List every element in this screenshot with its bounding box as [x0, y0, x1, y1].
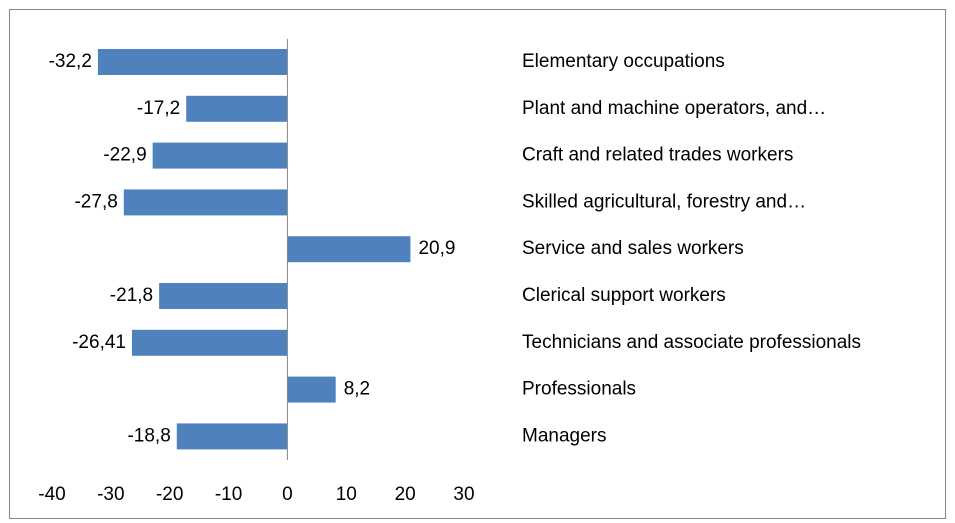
category-label: Clerical support workers: [522, 285, 726, 306]
value-label: -22,9: [103, 145, 146, 166]
bar: [131, 329, 288, 356]
bar: [159, 283, 288, 309]
x-tick-label: 10: [336, 484, 357, 505]
category-label: Craft and related trades workers: [522, 145, 793, 166]
value-label: -27,8: [74, 191, 117, 212]
bar: [97, 49, 288, 75]
value-label: -26,41: [72, 332, 126, 353]
bar: [287, 376, 336, 403]
x-tick-label: -30: [97, 484, 124, 505]
value-label: -32,2: [49, 51, 92, 72]
x-tick-label: -20: [156, 484, 183, 505]
x-tick-label: 30: [453, 484, 474, 505]
value-label: -17,2: [137, 98, 180, 119]
value-label: 8,2: [344, 379, 370, 400]
category-label: Professionals: [522, 379, 636, 400]
chart-frame: [9, 9, 946, 519]
x-tick-label: 0: [282, 484, 293, 505]
category-label: Skilled agricultural, forestry and…: [522, 191, 806, 212]
category-label: Service and sales workers: [522, 238, 744, 259]
category-label: Managers: [522, 425, 607, 446]
value-label: 20,9: [418, 238, 455, 259]
category-label: Plant and machine operators, and…: [522, 98, 826, 119]
category-label: Technicians and associate professionals: [522, 332, 861, 353]
category-label: Elementary occupations: [522, 51, 725, 72]
bar: [123, 189, 288, 216]
x-tick-label: -40: [38, 484, 65, 505]
value-label: -21,8: [110, 285, 153, 306]
x-tick-label: 20: [395, 484, 416, 505]
bar: [152, 142, 288, 169]
value-label: -18,8: [127, 425, 170, 446]
x-tick-label: -10: [215, 484, 242, 505]
bar: [287, 236, 411, 263]
bar: [176, 423, 288, 450]
bar: [186, 95, 288, 122]
